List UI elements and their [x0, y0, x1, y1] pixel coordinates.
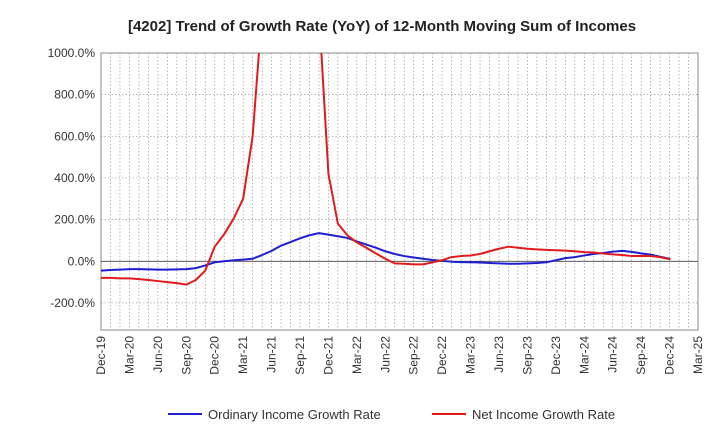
- y-tick-label: 0.0%: [68, 254, 96, 268]
- series-line-0: [101, 232, 671, 272]
- x-tick-label: Mar-24: [577, 336, 591, 374]
- x-tick-label: Dec-21: [321, 336, 335, 375]
- x-tick-label: Jun-20: [151, 336, 165, 373]
- x-tick-label: Mar-25: [691, 336, 705, 374]
- x-tick-label: Sep-24: [634, 336, 648, 375]
- x-tick-label: Dec-24: [663, 336, 677, 375]
- x-tick-label: Jun-21: [265, 336, 279, 373]
- x-tick-label: Sep-23: [520, 336, 534, 375]
- x-tick-label: Mar-22: [350, 336, 364, 374]
- chart-title: [4202] Trend of Growth Rate (YoY) of 12-…: [128, 18, 636, 35]
- x-tick-label: Dec-19: [94, 336, 108, 375]
- x-tick-label: Jun-24: [606, 336, 620, 373]
- x-tick-label: Dec-23: [549, 336, 563, 375]
- legend: Ordinary Income Growth Rate Net Income Gr…: [168, 407, 615, 422]
- x-tick-label: Sep-22: [407, 336, 421, 375]
- x-tick-labels: Dec-19 Mar-20 Jun-20 Sep-20 Dec-20 Mar-21 Jun-…: [94, 336, 705, 375]
- legend-label-1: Net Income Growth Rate: [472, 407, 615, 422]
- x-tick-label: Jun-22: [378, 336, 392, 373]
- x-tick-label: Mar-23: [464, 336, 478, 374]
- y-tick-label: 200.0%: [54, 213, 95, 227]
- x-tick-label: Sep-21: [293, 336, 307, 375]
- series-layer: [101, 53, 671, 286]
- x-tick-label: Sep-20: [179, 336, 193, 375]
- x-tick-label: Dec-20: [208, 336, 222, 375]
- y-tick-label: 1000.0%: [48, 46, 96, 60]
- y-tick-label: -200.0%: [50, 296, 95, 310]
- legend-label-0: Ordinary Income Growth Rate: [208, 407, 381, 422]
- y-tick-label: 400.0%: [54, 171, 95, 185]
- x-tick-label: Jun-23: [492, 336, 506, 373]
- grid-layer: [101, 53, 698, 330]
- y-tick-label: 800.0%: [54, 88, 95, 102]
- y-tick-label: 600.0%: [54, 129, 95, 143]
- x-tick-label: Mar-20: [122, 336, 136, 374]
- series-line-1: [101, 53, 671, 286]
- plot-frame: [100, 52, 699, 331]
- x-tick-label: Dec-22: [435, 336, 449, 375]
- y-tick-labels: -200.0% 0.0% 200.0% 400.0% 600.0% 800.0% 1000.…: [48, 46, 96, 310]
- x-tick-label: Mar-21: [236, 336, 250, 374]
